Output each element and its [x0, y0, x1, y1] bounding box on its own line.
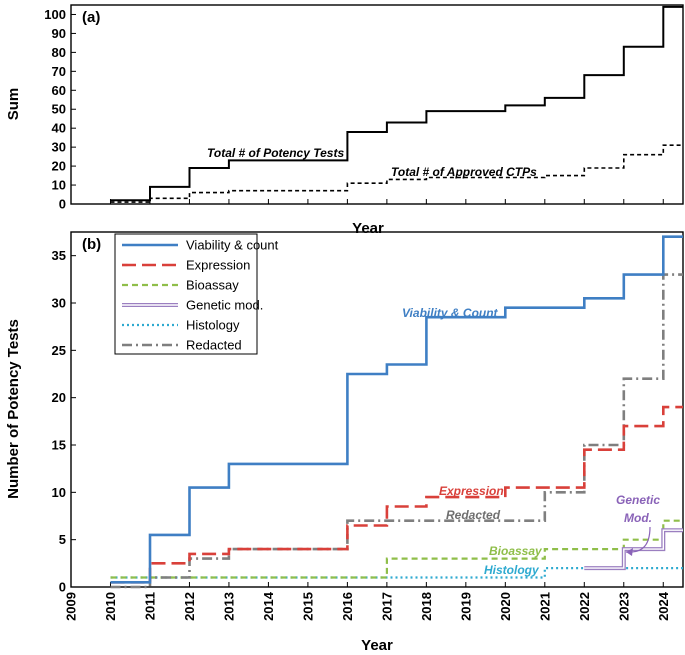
panel-b-xtick-label: 2009 [64, 592, 79, 621]
panel-a-xlabel: Year [352, 220, 384, 237]
series-viability-count [110, 235, 683, 584]
panel-b-xtick-label: 2021 [537, 592, 552, 621]
panel-a-ytick-label: 10 [52, 178, 66, 193]
panel-a-ytick-label: 90 [52, 26, 66, 41]
panel-b-ytick-label: 20 [52, 390, 66, 405]
panel-b-ytick-label: 30 [52, 296, 66, 311]
panel-b-label: (b) [82, 236, 101, 253]
panel-b-ytick-label: 15 [52, 438, 66, 453]
annotation-redacted: Redacted [446, 508, 501, 522]
panel-b-xtick-label: 2012 [182, 592, 197, 621]
panel-b: (b) Number of Potency Tests Year 0 5 10 15 2… [5, 231, 684, 654]
panel-a-annotation-potency: Total # of Potency Tests [207, 146, 344, 160]
panel-b-legend: Viability & count Expression Bioassay Genet… [114, 233, 279, 355]
panel-a-plot-frame [70, 4, 684, 205]
genetic-mod-pointer-arrowhead [626, 548, 633, 556]
panel-a-ytick-label: 40 [52, 121, 66, 136]
panel-a-ytick-label: 50 [52, 102, 66, 117]
panel-b-xtick-label: 2018 [419, 592, 434, 621]
panel-b-ytick-label: 25 [52, 343, 66, 358]
annotation-expression: Expression [439, 484, 504, 498]
series-bioassay [110, 519, 683, 579]
panel-b-xtick-label: 2015 [300, 592, 315, 621]
panel-b-ytick-label: 0 [59, 580, 66, 595]
legend-frame [114, 233, 258, 355]
panel-b-xtick-label: 2014 [261, 591, 276, 621]
panel-b-ytick-label: 5 [59, 532, 66, 547]
panel-b-ytick-label: 10 [52, 485, 66, 500]
panel-b-xtick-label: 2010 [103, 592, 118, 621]
panel-b-xtick-label: 2011 [143, 592, 158, 620]
panel-a-ylabel: Sum [5, 88, 22, 121]
series-redacted [110, 273, 683, 589]
panel-b-xtick-label: 2022 [577, 592, 592, 621]
legend-label-histology: Histology [186, 318, 240, 333]
annotation-genetic-mod: Mod. [624, 511, 652, 525]
legend-label-viability-count: Viability & count [186, 238, 279, 253]
panel-a-ytick-label: 20 [52, 159, 66, 174]
series-total-of-approved-ctps [110, 144, 683, 203]
legend-label-redacted: Redacted [186, 338, 242, 353]
panel-b-xtick-label: 2017 [379, 592, 394, 621]
legend-label-expression: Expression [186, 258, 250, 273]
panel-a-ytick-label: 30 [52, 140, 66, 155]
panel-a-label: (a) [82, 9, 100, 26]
legend-label-genetic-mod: Genetic mod. [186, 298, 263, 313]
panel-b-ylabel: Number of Potency Tests [5, 319, 22, 499]
panel-a-ytick-label: 80 [52, 45, 66, 60]
annotation-bioassay: Bioassay [489, 544, 543, 558]
panel-a-ytick-label: 60 [52, 83, 66, 98]
legend-label-bioassay: Bioassay [186, 278, 239, 293]
panel-b-annotations: Viability & Count Expression Redacted Bi… [402, 306, 660, 577]
panel-b-xtick-label: 2023 [616, 592, 631, 621]
panel-b-xtick-label: 2019 [458, 592, 473, 621]
panel-a: (a) Sum Year 0 10 20 30 40 50 60 70 80 90 100 Tota… [5, 4, 684, 237]
panel-b-xtick-label: 2024 [656, 591, 671, 621]
panel-b-plot-frame [70, 231, 684, 588]
panel-a-ytick-label: 0 [59, 197, 66, 212]
panel-b-xlabel: Year [361, 637, 393, 654]
annotation-histology: Histology [484, 563, 540, 577]
series-expression [110, 405, 683, 584]
annotation-genetic: Genetic [616, 493, 660, 507]
series-genetic-mod-inner [584, 529, 683, 569]
panel-a-ytick-label: 70 [52, 64, 66, 79]
panel-b-xtick-label: 2020 [498, 592, 513, 621]
series-total-of-potency-tests [110, 5, 683, 202]
panel-a-annotation-ctps: Total # of Approved CTPs [391, 165, 537, 179]
panel-b-xtick-label: 2016 [340, 592, 355, 621]
annotation-viability: Viability & Count [402, 306, 499, 320]
panel-a-ytick-label: 100 [44, 7, 66, 22]
panel-b-xtick-label: 2013 [221, 592, 236, 621]
panel-b-ytick-label: 35 [52, 248, 66, 263]
